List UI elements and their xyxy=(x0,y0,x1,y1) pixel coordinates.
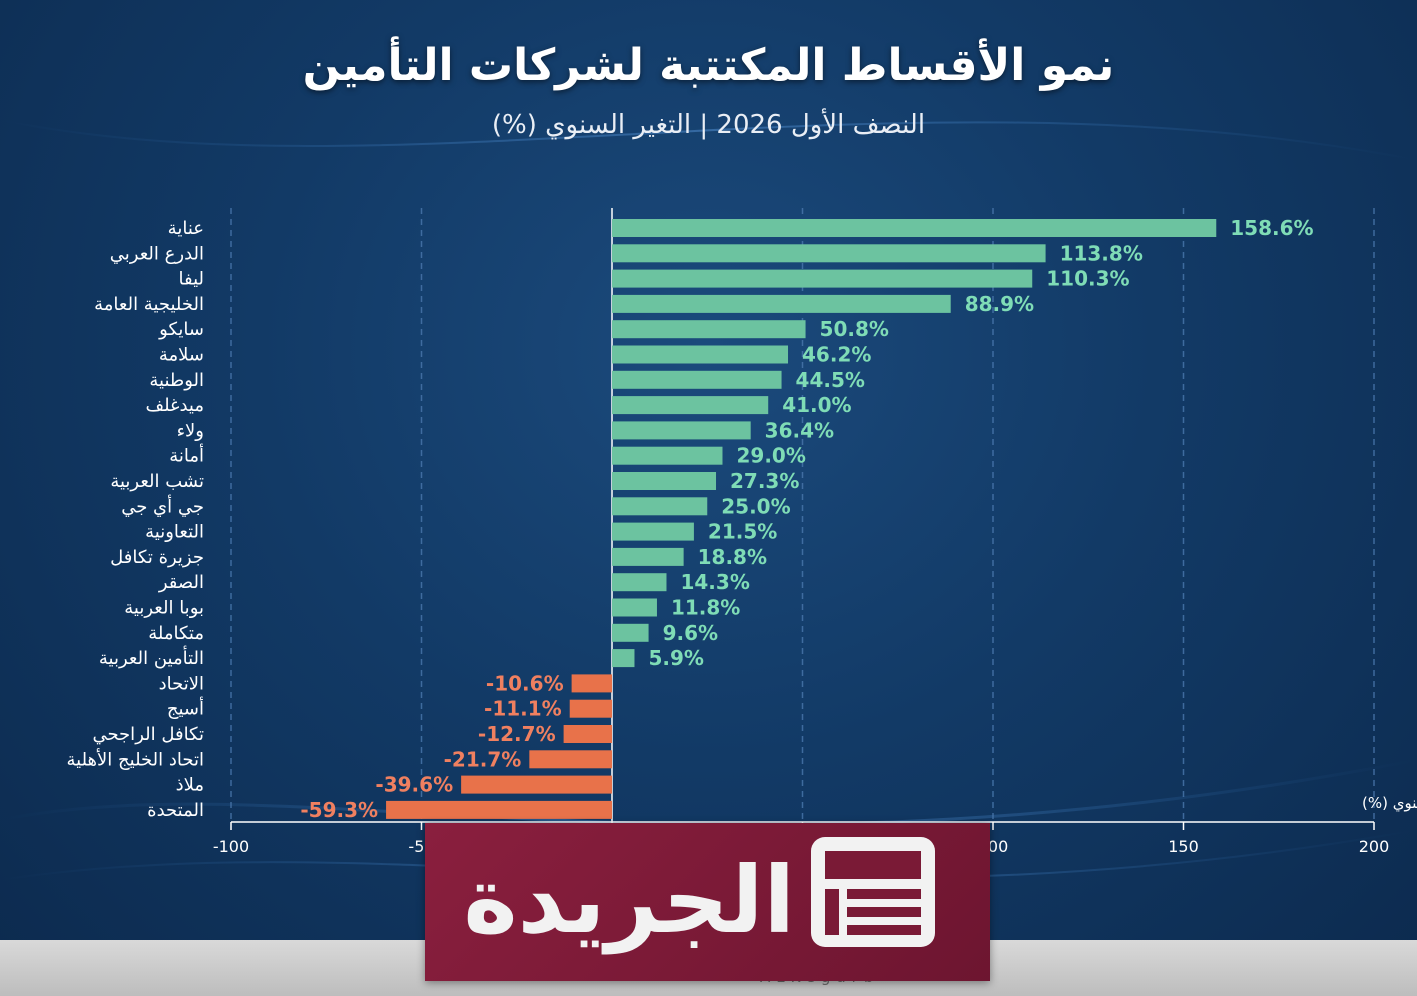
category-label: سايكو xyxy=(158,319,204,340)
bar xyxy=(612,294,951,313)
data-label: 5.9% xyxy=(648,646,703,670)
bar xyxy=(612,396,769,415)
data-label: 29.0% xyxy=(736,444,805,468)
bar xyxy=(569,699,612,718)
category-label: ميدغلف xyxy=(145,395,204,416)
data-label: 50.8% xyxy=(820,317,889,341)
bar xyxy=(612,370,782,389)
category-label: جي أي جي xyxy=(121,494,204,517)
category-label: ولاء xyxy=(177,420,204,441)
bar xyxy=(612,522,694,541)
x-axis-label: التغير السنوي (%) xyxy=(1362,794,1417,813)
data-label: -11.1% xyxy=(484,697,562,721)
category-label: ليفا xyxy=(178,269,204,290)
bar xyxy=(612,320,806,339)
data-label: 46.2% xyxy=(802,343,871,367)
x-tick-label: 150 xyxy=(1168,837,1199,856)
data-label: 110.3% xyxy=(1046,267,1129,291)
category-label: اتحاد الخليج الأهلية xyxy=(67,748,205,770)
bar xyxy=(612,269,1033,288)
bar xyxy=(612,497,708,516)
category-label: أسيج xyxy=(167,697,204,720)
data-label: -10.6% xyxy=(486,671,564,695)
data-label: 27.3% xyxy=(730,469,799,493)
category-label: متكاملة xyxy=(148,623,204,644)
category-label: الخليجية العامة xyxy=(94,294,204,315)
data-label: 88.9% xyxy=(965,292,1034,316)
bar xyxy=(461,775,612,794)
data-label: 113.8% xyxy=(1060,241,1143,265)
data-label: 11.8% xyxy=(671,596,740,620)
data-label: 21.5% xyxy=(708,520,777,544)
bar xyxy=(612,345,789,364)
category-label: بوبا العربية xyxy=(124,598,204,619)
category-label: التأمين العربية xyxy=(99,645,204,669)
category-label: تشب العربية xyxy=(110,471,204,492)
data-label: 18.8% xyxy=(698,545,767,569)
data-label: -12.7% xyxy=(478,722,556,746)
category-label: جزيرة تكافل xyxy=(110,547,204,568)
bar xyxy=(529,750,612,769)
bar xyxy=(612,421,751,440)
category-label: الوطنية xyxy=(149,370,204,391)
x-tick-label: -100 xyxy=(213,837,249,856)
logo-text: الجريدة xyxy=(463,847,795,954)
bar xyxy=(612,649,635,668)
data-label: 9.6% xyxy=(663,621,718,645)
category-label: سلامة xyxy=(159,345,204,366)
publisher-logo: الجريدة xyxy=(425,823,990,981)
x-tick-label: 200 xyxy=(1359,837,1390,856)
bar xyxy=(612,598,657,617)
bar xyxy=(612,472,717,490)
bar xyxy=(386,800,612,819)
category-label: تكافل الراجحي xyxy=(92,724,204,745)
data-label: 36.4% xyxy=(765,418,834,442)
category-label: الدرع العربي xyxy=(110,243,204,264)
data-label: -39.6% xyxy=(375,773,453,797)
category-label: الصقر xyxy=(158,572,204,593)
bar xyxy=(612,623,649,642)
bar xyxy=(612,244,1046,263)
bar xyxy=(612,219,1217,237)
bar xyxy=(563,725,612,743)
category-label: المتحدة xyxy=(147,800,204,821)
bar xyxy=(612,446,723,465)
bar xyxy=(612,573,667,592)
data-label: 158.6% xyxy=(1230,216,1313,240)
category-label: عناية xyxy=(168,218,204,239)
data-label: 41.0% xyxy=(782,393,851,417)
data-label: -59.3% xyxy=(300,798,378,822)
category-label: أمانة xyxy=(169,444,204,467)
category-label: التعاونية xyxy=(145,522,204,543)
data-label: 14.3% xyxy=(680,570,749,594)
chart-subtitle: النصف الأول 2026 | التغير السنوي (%) xyxy=(491,110,926,140)
data-label: -21.7% xyxy=(444,747,522,771)
data-label: 44.5% xyxy=(796,368,865,392)
newspaper-icon xyxy=(811,837,935,947)
chart-title: نمو الأقساط المكتتبة لشركات التأمين xyxy=(302,40,1115,91)
bar xyxy=(571,674,612,693)
category-label: ملاذ xyxy=(176,775,204,796)
category-label: الاتحاد xyxy=(159,673,204,694)
data-label: 25.0% xyxy=(721,494,790,518)
bar xyxy=(612,547,684,566)
